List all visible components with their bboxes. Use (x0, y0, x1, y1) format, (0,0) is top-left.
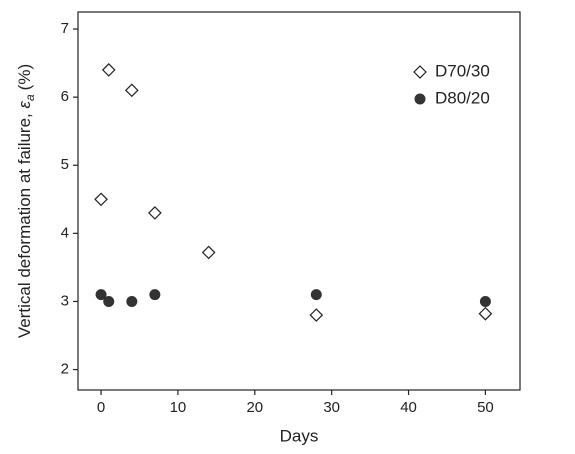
circle-marker (95, 289, 107, 301)
y-tick-label: 7 (61, 20, 69, 37)
y-tick-label: 6 (61, 88, 69, 105)
x-axis-label: Days (280, 426, 319, 445)
circle-marker (479, 295, 491, 307)
x-tick-label: 20 (246, 399, 263, 416)
x-tick-label: 40 (400, 399, 417, 416)
y-tick-label: 2 (61, 361, 69, 378)
y-tick-label: 4 (61, 224, 69, 241)
y-axis-label: Vertical deformation at failure, εa (%) (15, 64, 37, 338)
y-tick-label: 5 (61, 156, 69, 173)
y-label-text: Vertical deformation at failure, (15, 109, 34, 339)
x-tick-label: 10 (170, 399, 187, 416)
legend-label: D70/30 (435, 61, 490, 80)
y-tick-label: 3 (61, 292, 69, 309)
plot-frame (77, 11, 521, 391)
circle-marker (149, 289, 161, 301)
x-tick-label: 50 (477, 399, 494, 416)
x-tick-label: 0 (97, 399, 105, 416)
y-label-subscript: a (23, 94, 37, 101)
x-tick-label: 30 (323, 399, 340, 416)
diamond-marker (124, 83, 139, 98)
y-label-symbol: ε (15, 101, 34, 109)
diamond-marker (201, 245, 216, 260)
legend-label: D80/20 (435, 88, 490, 107)
diamond-marker (309, 308, 324, 322)
circle-marker (310, 289, 322, 301)
y-label-unit: (%) (15, 64, 34, 90)
circle-marker (103, 295, 115, 307)
diamond-marker (101, 63, 116, 77)
legend-marker (413, 65, 427, 79)
diamond-marker (148, 206, 162, 220)
legend-marker (414, 93, 426, 105)
diamond-marker (478, 306, 493, 321)
diamond-marker (94, 192, 108, 207)
circle-marker (126, 295, 138, 307)
